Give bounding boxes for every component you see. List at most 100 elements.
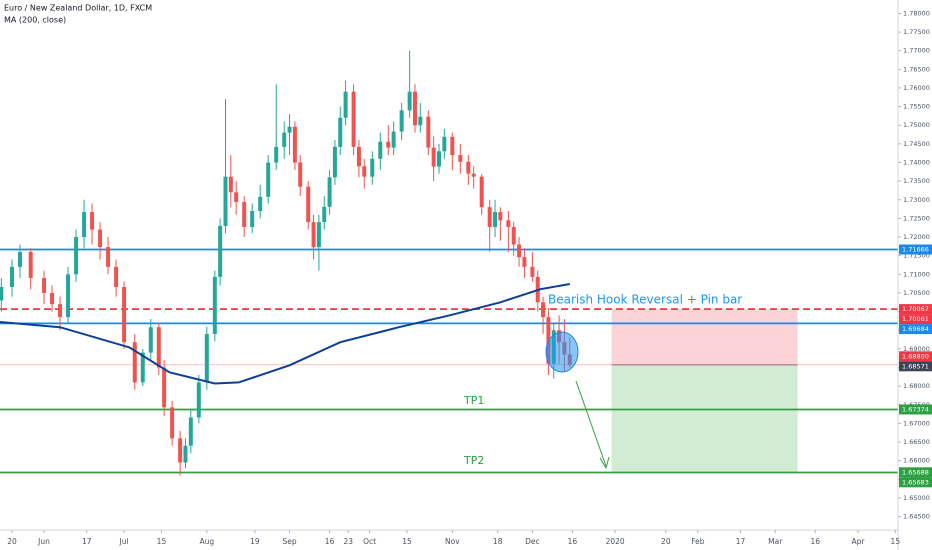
y-tick-label: 1.65000 bbox=[903, 494, 930, 502]
candle-body bbox=[178, 438, 183, 463]
y-tick-label: 1.76000 bbox=[903, 84, 930, 92]
candle-body bbox=[162, 367, 167, 408]
candle-body bbox=[218, 225, 223, 277]
candle-body bbox=[362, 166, 367, 177]
price-label: 1.68571 bbox=[902, 362, 929, 370]
candle-body bbox=[311, 222, 316, 248]
y-tick-label: 1.77500 bbox=[903, 28, 930, 36]
annotation: TP1 bbox=[463, 394, 484, 407]
candle-body bbox=[148, 327, 153, 353]
candle-body bbox=[407, 91, 412, 111]
y-tick-label: 1.66000 bbox=[903, 457, 930, 465]
y-tick-label: 1.75500 bbox=[903, 103, 930, 111]
candle-body bbox=[132, 342, 137, 383]
candle-body bbox=[442, 136, 447, 152]
price-label: 1.70067 bbox=[902, 305, 929, 313]
price-label-bg bbox=[899, 314, 932, 325]
y-tick-label: 1.78000 bbox=[903, 9, 930, 17]
x-tick-label: Sep bbox=[282, 537, 296, 546]
price-label-bg bbox=[899, 361, 932, 372]
price-label: 1.65683 bbox=[902, 478, 929, 486]
y-tick-label: 1.64500 bbox=[903, 513, 930, 521]
price-label: 1.68800 bbox=[902, 352, 929, 360]
candle-body bbox=[292, 126, 297, 163]
price-label: 1.70061 bbox=[902, 315, 929, 323]
candle-body bbox=[327, 177, 332, 207]
candle-body bbox=[418, 116, 423, 126]
candle-body bbox=[74, 237, 79, 275]
candle-body bbox=[156, 327, 161, 368]
annotation: Bearish Hook Reversal + Pin bar bbox=[548, 293, 742, 307]
candle-body bbox=[399, 110, 404, 132]
plot-area bbox=[0, 50, 898, 476]
y-tick-label: 1.73000 bbox=[903, 196, 930, 204]
candle-body bbox=[391, 131, 396, 148]
x-tick-label: Nov bbox=[445, 537, 460, 546]
price-label-bg bbox=[899, 351, 932, 362]
arrow-head bbox=[599, 456, 610, 470]
candle-body bbox=[98, 229, 103, 248]
candle-body bbox=[196, 382, 201, 418]
candle-body bbox=[223, 176, 228, 226]
x-tick-label: Apr bbox=[851, 537, 865, 546]
x-tick-label: 15 bbox=[402, 537, 412, 546]
candle-body bbox=[431, 147, 436, 167]
indicator-label: MA (200, close) bbox=[4, 16, 66, 25]
candle-body bbox=[28, 251, 33, 279]
y-tick-label: 1.75000 bbox=[903, 121, 930, 129]
candle-body bbox=[370, 158, 375, 177]
candle-body bbox=[541, 302, 546, 318]
candle-body bbox=[426, 116, 431, 148]
y-tick-label: 1.76500 bbox=[903, 65, 930, 73]
candle-body bbox=[493, 212, 498, 227]
candle-body bbox=[522, 257, 527, 267]
price-label: 1.67374 bbox=[902, 405, 929, 413]
arrow bbox=[575, 380, 607, 467]
price-label-bg bbox=[899, 477, 932, 488]
candle-body bbox=[498, 212, 503, 221]
candle-body bbox=[0, 286, 4, 301]
candle-body bbox=[343, 91, 348, 118]
y-tick-label: 1.70500 bbox=[903, 289, 930, 297]
candle-body bbox=[90, 212, 95, 230]
candle-body bbox=[106, 247, 111, 267]
candle-body bbox=[274, 146, 279, 163]
x-tick-label: Dec bbox=[525, 537, 540, 546]
candle-body bbox=[386, 141, 391, 148]
x-tick-label: Jun bbox=[37, 537, 50, 546]
candle-body bbox=[282, 132, 287, 147]
x-tick-label: 17 bbox=[82, 537, 92, 546]
x-tick-label: 23 bbox=[343, 537, 353, 546]
price-axis bbox=[898, 0, 932, 550]
candle-body bbox=[234, 192, 239, 203]
candle-body bbox=[228, 176, 233, 193]
candle-body bbox=[471, 173, 476, 177]
price-label-bg bbox=[899, 324, 932, 335]
ma-line bbox=[0, 283, 570, 385]
x-tick-label: 18 bbox=[493, 537, 503, 546]
candle-body bbox=[338, 117, 343, 147]
candle-body bbox=[356, 146, 361, 167]
candle-body bbox=[530, 266, 535, 277]
price-label-bg bbox=[899, 467, 932, 478]
candle-body bbox=[50, 292, 55, 305]
candle-body bbox=[458, 155, 463, 162]
x-tick-label: Mar bbox=[768, 537, 783, 546]
candle-body bbox=[10, 266, 15, 287]
y-tick-label: 1.66500 bbox=[903, 438, 930, 446]
candle-body bbox=[412, 91, 417, 126]
candle-body bbox=[506, 220, 511, 227]
y-tick-label: 1.67000 bbox=[903, 419, 930, 427]
price-label: 1.65688 bbox=[902, 468, 929, 476]
candle-body bbox=[517, 244, 522, 258]
candle-body bbox=[450, 136, 455, 156]
x-tick-label: 16 bbox=[325, 537, 335, 546]
x-tick-label: 20 bbox=[661, 537, 671, 546]
candle-body bbox=[170, 407, 175, 439]
price-label-bg bbox=[899, 244, 932, 255]
target-zone bbox=[611, 364, 798, 473]
candle-body bbox=[183, 445, 188, 463]
candle-body bbox=[479, 176, 484, 208]
price-label: 1.69684 bbox=[902, 325, 929, 333]
